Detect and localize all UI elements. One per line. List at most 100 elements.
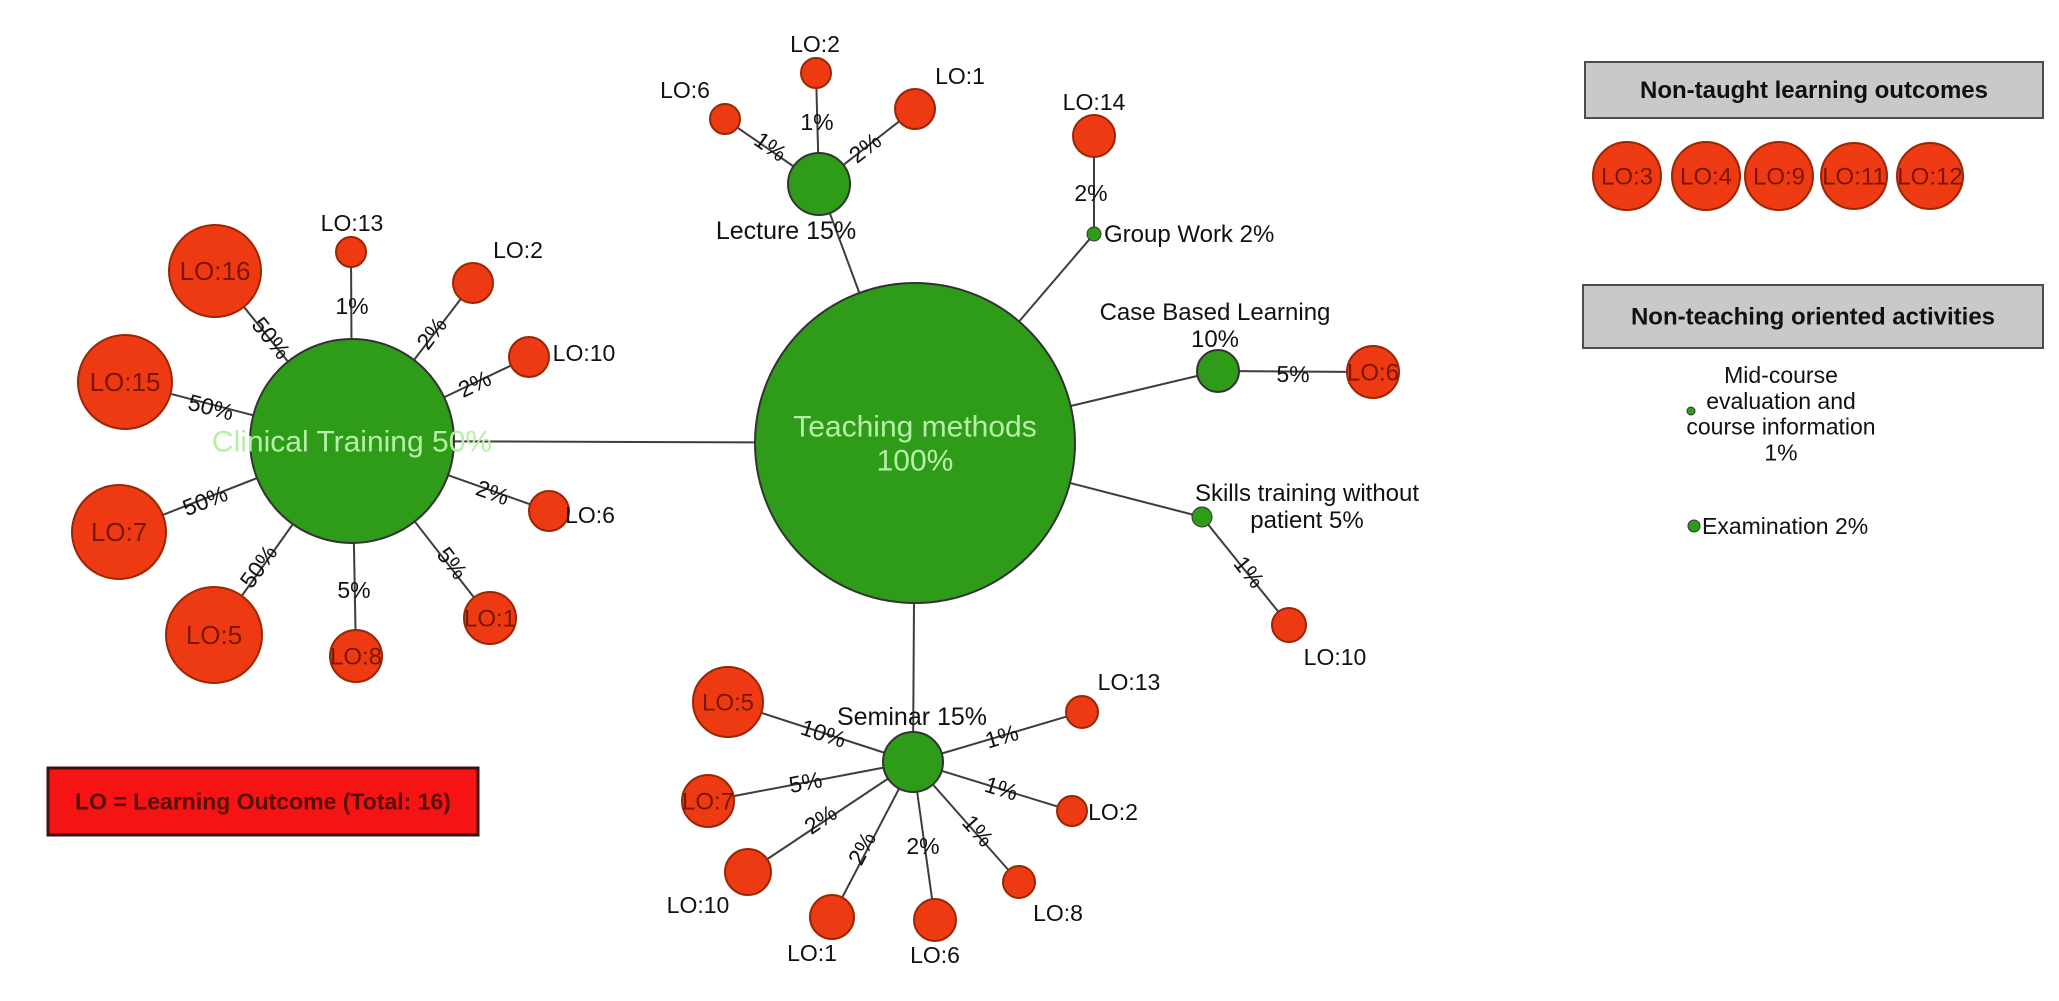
node-label-groupwork: Group Work 2% [1104, 221, 1274, 248]
node-label-sem-lo1: LO:1 [787, 940, 837, 966]
node-label-nt-lo3: LO:3 [1601, 163, 1653, 190]
edge-seminar-sem-lo8 [932, 783, 1010, 871]
node-label-l-lo1: LO:1 [935, 63, 985, 89]
node-c-lo5 [165, 586, 263, 684]
edge-seminar-sem-lo5 [760, 711, 885, 754]
node-gw-lo14 [1072, 114, 1116, 158]
node-l-lo6 [709, 103, 741, 135]
node-sem-lo2 [1056, 795, 1088, 827]
node-sem-lo13 [1065, 695, 1099, 729]
node-teaching [754, 282, 1076, 604]
node-label-l-lo2: LO:2 [790, 31, 840, 57]
edge-teaching-lecture [828, 212, 861, 294]
edge-seminar-sem-lo7 [733, 766, 884, 798]
node-label-c-lo5: LO:5 [186, 620, 242, 650]
edge-clinical-c-lo2 [413, 298, 462, 361]
edge-label: 2% [906, 833, 939, 859]
node-c-lo1 [463, 591, 517, 645]
edge-teaching-seminar [912, 602, 915, 733]
node-lecture [787, 152, 851, 216]
edge-lecture-l-lo1 [842, 120, 900, 166]
node-label-nt-lo11: LO:11 [1822, 163, 1886, 190]
panel-title-0: Non-taught learning outcomes [1640, 77, 1988, 104]
node-cbl [1196, 349, 1240, 393]
node-label-c-lo15: LO:15 [90, 367, 161, 397]
node-label-c-lo16: LO:16 [180, 256, 251, 286]
panel-title-1: Non-teaching oriented activities [1631, 304, 1995, 331]
node-skills [1191, 506, 1213, 528]
node-sem-lo5 [692, 666, 764, 738]
node-midcourse [1686, 406, 1696, 416]
node-sem-lo10 [724, 848, 772, 896]
edge-seminar-sem-lo6 [916, 791, 934, 900]
edge-seminar-sem-lo10 [766, 777, 889, 861]
edge-teaching-groupwork [1018, 238, 1091, 323]
node-label-nt-lo12: LO:12 [1897, 163, 1962, 190]
edge-clinical-c-lo5 [241, 523, 294, 597]
node-label-gw-lo14: LO:14 [1063, 89, 1126, 115]
node-clinical [249, 338, 455, 544]
edge-clinical-c-lo16 [243, 306, 289, 363]
node-label-c-lo1: LO:1 [464, 605, 516, 632]
nodes-layer [71, 57, 1964, 942]
edge-cbl-cbl-lo6 [1238, 370, 1348, 373]
node-sem-lo8 [1002, 865, 1036, 899]
node-label-sem-lo10: LO:10 [667, 892, 730, 918]
edge-seminar-sem-lo2 [941, 769, 1058, 808]
edge-clinical-c-lo1 [413, 520, 475, 599]
edge-seminar-sem-lo1 [841, 788, 900, 898]
node-label-c-lo6: LO:6 [565, 502, 615, 528]
legend-label: LO = Learning Outcome (Total: 16) [75, 789, 451, 815]
edge-clinical-c-lo7 [162, 477, 258, 516]
node-c-lo13 [335, 236, 367, 268]
edge-seminar-sem-lo13 [941, 715, 1067, 755]
node-nt-lo11 [1820, 142, 1888, 210]
edge-clinical-c-lo15 [170, 392, 254, 417]
node-label-cbl: Case Based Learning 10% [1100, 299, 1331, 353]
node-c-lo2 [452, 262, 494, 304]
edge-label: 1% [800, 109, 833, 135]
node-label-s-lo10: LO:10 [1304, 644, 1367, 670]
panel-box-1 [1582, 284, 2044, 349]
node-label-nt-lo9: LO:9 [1753, 163, 1805, 190]
node-exam [1687, 519, 1701, 533]
node-label-c-lo10: LO:10 [553, 340, 616, 366]
node-s-lo10 [1271, 607, 1307, 643]
node-label-clinical: Clinical Training 50% [212, 426, 492, 459]
edge-clinical-c-lo10 [443, 364, 512, 399]
edge-label: 2% [1074, 180, 1107, 206]
node-label-c-lo2: LO:2 [493, 237, 543, 263]
node-label-c-lo8: LO:8 [330, 643, 382, 670]
node-nt-lo4 [1671, 141, 1741, 211]
node-sem-lo6 [913, 898, 957, 942]
edge-skills-s-lo10 [1207, 524, 1280, 613]
node-c-lo7 [71, 484, 167, 580]
edge-label: 5% [337, 577, 370, 603]
node-sem-lo7 [681, 774, 735, 828]
node-label-cbl-lo6: LO:6 [1347, 359, 1399, 386]
node-label-sem-lo13: LO:13 [1098, 669, 1161, 695]
node-label-skills: Skills training without patient 5% [1195, 480, 1419, 534]
node-cbl-lo6 [1346, 345, 1400, 399]
edge-teaching-skills [1069, 481, 1193, 516]
node-c-lo6 [528, 490, 570, 532]
node-label-sem-lo5: LO:5 [702, 689, 754, 716]
node-nt-lo3 [1592, 141, 1662, 211]
edge-clinical-teaching [453, 440, 756, 444]
node-c-lo10 [508, 336, 550, 378]
edge-label: 5% [1276, 361, 1309, 387]
node-label-midcourse: Mid-course evaluation and course informati… [1686, 362, 1875, 465]
edge-label: 5% [787, 766, 825, 798]
panel-box-0 [1584, 61, 2044, 119]
node-l-lo2 [800, 57, 832, 89]
node-label-seminar: Seminar 15% [837, 703, 987, 731]
node-nt-lo9 [1744, 141, 1814, 211]
node-nt-lo12 [1896, 142, 1964, 210]
node-label-c-lo13: LO:13 [321, 210, 384, 236]
edge-clinical-c-lo8 [352, 542, 357, 631]
node-label-nt-lo4: LO:4 [1680, 163, 1732, 190]
node-label-teaching: Teaching methods 100% [793, 411, 1037, 478]
edge-clinical-c-lo6 [447, 474, 531, 506]
edge-teaching-cbl [1070, 374, 1198, 407]
node-label-exam: Examination 2% [1702, 513, 1868, 539]
